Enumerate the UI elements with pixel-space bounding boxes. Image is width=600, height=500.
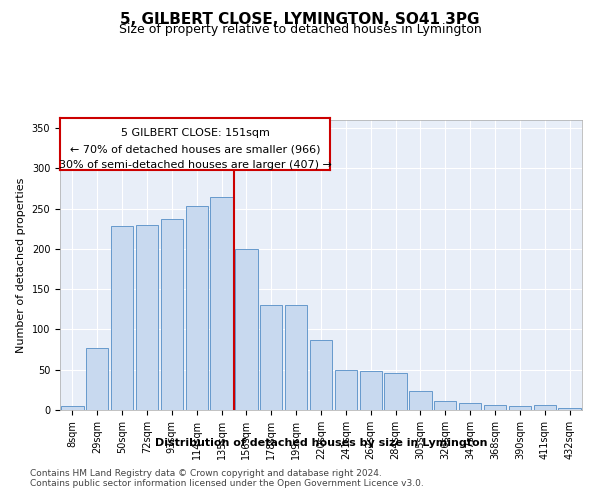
Text: Contains HM Land Registry data © Crown copyright and database right 2024.: Contains HM Land Registry data © Crown c…	[30, 468, 382, 477]
Bar	[533, 405, 556, 410]
Bar	[235, 249, 257, 410]
Text: Size of property relative to detached houses in Lymington: Size of property relative to detached ho…	[119, 22, 481, 36]
Bar	[86, 348, 109, 410]
Y-axis label: Number of detached properties: Number of detached properties	[16, 178, 26, 352]
Bar	[111, 226, 133, 410]
Bar	[310, 340, 332, 410]
Bar	[359, 372, 382, 410]
Bar	[559, 408, 581, 410]
Bar	[285, 306, 307, 410]
Bar	[459, 403, 481, 410]
Bar	[185, 206, 208, 410]
Bar	[509, 406, 531, 410]
Bar	[385, 373, 407, 410]
Text: 5 GILBERT CLOSE: 151sqm: 5 GILBERT CLOSE: 151sqm	[121, 128, 269, 138]
Bar	[161, 219, 183, 410]
Bar	[434, 401, 457, 410]
Bar	[484, 405, 506, 410]
Bar	[136, 224, 158, 410]
Bar	[260, 306, 283, 410]
Bar	[211, 196, 233, 410]
Text: 5, GILBERT CLOSE, LYMINGTON, SO41 3PG: 5, GILBERT CLOSE, LYMINGTON, SO41 3PG	[120, 12, 480, 28]
Bar	[335, 370, 357, 410]
Bar	[409, 392, 431, 410]
Text: ← 70% of detached houses are smaller (966): ← 70% of detached houses are smaller (96…	[70, 144, 320, 154]
Text: 30% of semi-detached houses are larger (407) →: 30% of semi-detached houses are larger (…	[59, 160, 331, 170]
Bar	[61, 406, 83, 410]
Text: Contains public sector information licensed under the Open Government Licence v3: Contains public sector information licen…	[30, 478, 424, 488]
Text: Distribution of detached houses by size in Lymington: Distribution of detached houses by size …	[155, 438, 487, 448]
